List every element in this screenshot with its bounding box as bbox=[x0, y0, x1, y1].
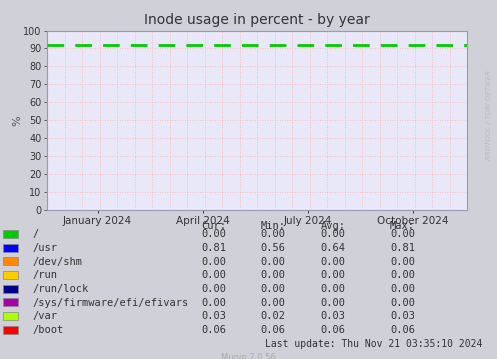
Text: 0.00: 0.00 bbox=[390, 270, 415, 280]
Text: 0.00: 0.00 bbox=[321, 284, 345, 294]
Text: 0.00: 0.00 bbox=[390, 284, 415, 294]
Text: RRDTOOL / TOBI OETIKER: RRDTOOL / TOBI OETIKER bbox=[486, 70, 492, 160]
Text: 0.56: 0.56 bbox=[261, 243, 286, 253]
Text: 0.06: 0.06 bbox=[321, 325, 345, 335]
Text: 0.00: 0.00 bbox=[261, 298, 286, 308]
Text: 0.03: 0.03 bbox=[390, 311, 415, 321]
Text: Last update: Thu Nov 21 03:35:10 2024: Last update: Thu Nov 21 03:35:10 2024 bbox=[265, 339, 482, 349]
Text: Munin 2.0.56: Munin 2.0.56 bbox=[221, 353, 276, 359]
Text: 0.06: 0.06 bbox=[261, 325, 286, 335]
Text: /run/lock: /run/lock bbox=[32, 284, 88, 294]
Text: 0.00: 0.00 bbox=[201, 229, 226, 239]
Text: 0.00: 0.00 bbox=[390, 257, 415, 267]
Text: Avg:: Avg: bbox=[321, 221, 345, 231]
Text: 0.03: 0.03 bbox=[201, 311, 226, 321]
Text: 0.00: 0.00 bbox=[201, 298, 226, 308]
Text: /var: /var bbox=[32, 311, 57, 321]
Text: 0.81: 0.81 bbox=[390, 243, 415, 253]
Text: Max:: Max: bbox=[390, 221, 415, 231]
Text: /boot: /boot bbox=[32, 325, 64, 335]
Text: /: / bbox=[32, 229, 39, 239]
Text: 0.00: 0.00 bbox=[321, 229, 345, 239]
Text: 0.06: 0.06 bbox=[201, 325, 226, 335]
Text: 0.00: 0.00 bbox=[390, 229, 415, 239]
Text: /run: /run bbox=[32, 270, 57, 280]
Text: /sys/firmware/efi/efivars: /sys/firmware/efi/efivars bbox=[32, 298, 188, 308]
Text: 0.00: 0.00 bbox=[261, 284, 286, 294]
Text: Cur:: Cur: bbox=[201, 221, 226, 231]
Text: 0.06: 0.06 bbox=[390, 325, 415, 335]
Text: 0.00: 0.00 bbox=[261, 257, 286, 267]
Text: 0.02: 0.02 bbox=[261, 311, 286, 321]
Text: 0.64: 0.64 bbox=[321, 243, 345, 253]
Text: 0.03: 0.03 bbox=[321, 311, 345, 321]
Text: 0.00: 0.00 bbox=[321, 298, 345, 308]
Text: 0.00: 0.00 bbox=[201, 257, 226, 267]
Text: 0.00: 0.00 bbox=[390, 298, 415, 308]
Title: Inode usage in percent - by year: Inode usage in percent - by year bbox=[144, 13, 370, 27]
Text: 0.00: 0.00 bbox=[321, 257, 345, 267]
Text: 0.00: 0.00 bbox=[321, 270, 345, 280]
Text: 0.00: 0.00 bbox=[261, 229, 286, 239]
Text: 0.81: 0.81 bbox=[201, 243, 226, 253]
Text: 0.00: 0.00 bbox=[201, 284, 226, 294]
Text: /usr: /usr bbox=[32, 243, 57, 253]
Text: 0.00: 0.00 bbox=[261, 270, 286, 280]
Y-axis label: %: % bbox=[12, 115, 22, 126]
Text: Min:: Min: bbox=[261, 221, 286, 231]
Text: /dev/shm: /dev/shm bbox=[32, 257, 83, 267]
Text: 0.00: 0.00 bbox=[201, 270, 226, 280]
